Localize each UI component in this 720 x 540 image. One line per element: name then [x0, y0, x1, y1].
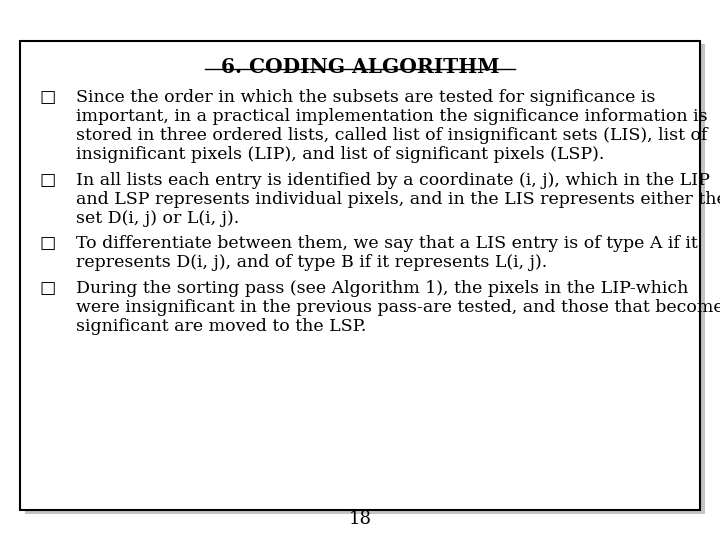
Text: 18: 18: [348, 510, 372, 528]
FancyBboxPatch shape: [25, 44, 705, 514]
Text: Since the order in which the subsets are tested for significance is: Since the order in which the subsets are…: [76, 89, 655, 106]
Text: During the sorting pass (see Algorithm 1), the pixels in the LIP-which: During the sorting pass (see Algorithm 1…: [76, 280, 688, 297]
Text: stored in three ordered lists, called list of insignificant sets (LIS), list of: stored in three ordered lists, called li…: [76, 127, 707, 144]
Text: important, in a practical implementation the significance information is: important, in a practical implementation…: [76, 108, 707, 125]
Text: □: □: [40, 280, 56, 297]
Text: represents D(i, j), and of type B if it represents L(i, j).: represents D(i, j), and of type B if it …: [76, 254, 547, 271]
Text: insignificant pixels (LIP), and list of significant pixels (LSP).: insignificant pixels (LIP), and list of …: [76, 146, 604, 163]
Text: significant are moved to the LSP.: significant are moved to the LSP.: [76, 318, 366, 335]
Text: In all lists each entry is identified by a coordinate (i, j), which in the LIP: In all lists each entry is identified by…: [76, 172, 709, 188]
Text: and LSP represents individual pixels, and in the LIS represents either the: and LSP represents individual pixels, an…: [76, 191, 720, 207]
FancyBboxPatch shape: [20, 40, 700, 510]
Text: □: □: [40, 89, 56, 106]
Text: □: □: [40, 235, 56, 252]
Text: 6. CODING ALGORITHM: 6. CODING ALGORITHM: [221, 57, 499, 77]
Text: □: □: [40, 172, 56, 188]
Text: were insignificant in the previous pass-are tested, and those that become: were insignificant in the previous pass-…: [76, 299, 720, 316]
Text: set D(i, j) or L(i, j).: set D(i, j) or L(i, j).: [76, 210, 239, 226]
Text: To differentiate between them, we say that a LIS entry is of type A if it: To differentiate between them, we say th…: [76, 235, 698, 252]
